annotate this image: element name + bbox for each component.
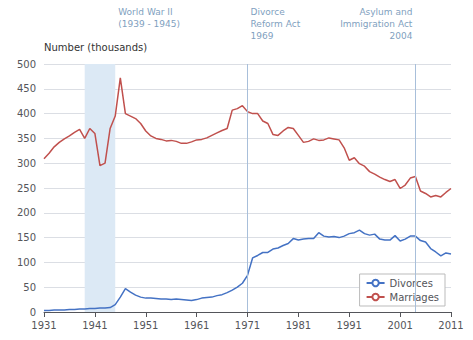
svg-text:0: 0	[30, 307, 36, 318]
svg-text:50: 50	[23, 282, 36, 293]
svg-text:400: 400	[17, 108, 36, 119]
svg-text:500: 500	[17, 59, 36, 70]
svg-text:2011: 2011	[438, 320, 463, 331]
svg-text:2001: 2001	[387, 320, 412, 331]
svg-text:1931: 1931	[31, 320, 56, 331]
svg-text:Immigration Act: Immigration Act	[340, 19, 413, 29]
svg-text:Asylum and: Asylum and	[359, 7, 412, 17]
svg-text:300: 300	[17, 158, 36, 169]
svg-text:Divorces: Divorces	[390, 278, 433, 289]
svg-text:Number (thousands): Number (thousands)	[44, 42, 147, 53]
svg-text:1941: 1941	[82, 320, 107, 331]
svg-text:1951: 1951	[133, 320, 158, 331]
svg-text:(1939 - 1945): (1939 - 1945)	[118, 19, 180, 29]
svg-text:200: 200	[17, 207, 36, 218]
svg-text:150: 150	[17, 232, 36, 243]
svg-text:1969: 1969	[251, 31, 274, 41]
svg-text:450: 450	[17, 83, 36, 94]
svg-text:350: 350	[17, 133, 36, 144]
svg-text:1991: 1991	[337, 320, 362, 331]
svg-text:250: 250	[17, 183, 36, 194]
svg-text:World War II: World War II	[118, 7, 172, 17]
svg-text:Divorce: Divorce	[251, 7, 286, 17]
svg-text:1971: 1971	[235, 320, 260, 331]
svg-text:1961: 1961	[184, 320, 209, 331]
svg-text:Marriages: Marriages	[390, 292, 439, 303]
svg-text:100: 100	[17, 257, 36, 268]
svg-text:2004: 2004	[389, 31, 412, 41]
svg-text:Reform Act: Reform Act	[251, 19, 301, 29]
svg-text:1981: 1981	[286, 320, 311, 331]
